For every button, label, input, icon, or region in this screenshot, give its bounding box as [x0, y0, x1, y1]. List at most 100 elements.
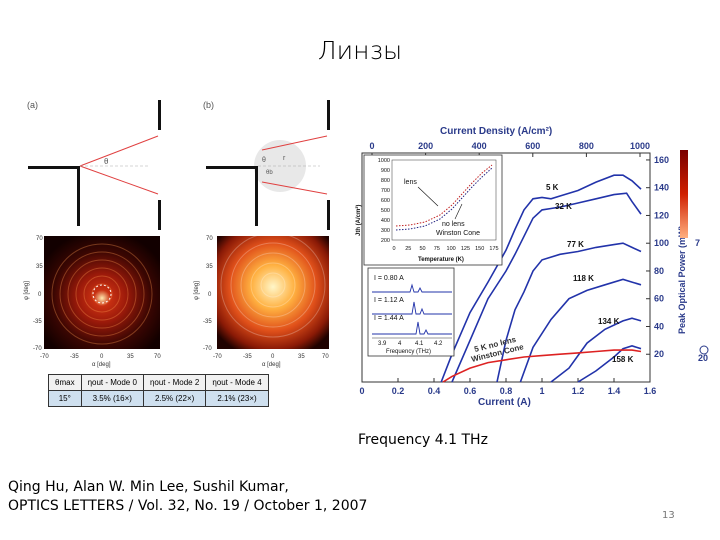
svg-text:α [deg]: α [deg] [262, 362, 281, 368]
svg-text:70: 70 [36, 236, 43, 242]
x-axis-label: Current (A) [478, 397, 531, 408]
svg-text:35: 35 [127, 354, 134, 360]
reference: Qing Hu, Alan W. Min Lee, Sushil Kumar, … [8, 478, 367, 516]
inset-x-tick: 150 [475, 246, 484, 252]
far-field-map-a: 70 35 0 -35 -70 -70 -35 0 35 70 φ [deg] … [24, 236, 161, 368]
color-bar [680, 150, 688, 238]
panel-b-angle-2: θb [266, 170, 273, 176]
panel-b-geometry: (b) θ θb r [203, 100, 330, 230]
series-line [440, 174, 642, 383]
map-a-target-circle [92, 284, 112, 304]
curve-label-134k: 134 K [598, 317, 620, 326]
panel-b-aperture-top [327, 100, 330, 130]
svg-text:0: 0 [271, 354, 275, 360]
inset-x-tick: 75 [434, 246, 440, 252]
x-tick-label: 0.8 [500, 386, 513, 396]
svg-text:0: 0 [100, 354, 104, 360]
x-tick-label: 0 [359, 386, 364, 396]
y-axis-label: Peak Optical Power (mW) [677, 225, 687, 334]
series-line [442, 349, 642, 383]
panel-a-geometry: (a) θ [27, 100, 161, 230]
svg-text:35: 35 [298, 354, 305, 360]
table-cell: 3.5% (16×) [80, 390, 144, 407]
svg-text:4.2: 4.2 [434, 341, 443, 347]
spectrum-trace-2 [372, 321, 452, 335]
panel-a-beam-upper [79, 135, 159, 167]
inset-y-tick: 500 [381, 208, 390, 214]
table-header-cell: ηout - Mode 2 [142, 374, 207, 391]
page-number: 13 [662, 510, 675, 521]
panel-a-ridge [77, 166, 80, 226]
inset-x-tick: 100 [447, 246, 456, 252]
spectrum-label-1: I = 1.12 A [374, 297, 404, 304]
panel-b-radius: r [283, 155, 286, 162]
spectrum-trace-0 [372, 283, 452, 293]
x-tick-label: 1 [539, 386, 544, 396]
top-tick-label: 1000 [630, 141, 650, 151]
svg-text:4.1: 4.1 [415, 341, 424, 347]
map-b-image [217, 236, 329, 349]
top-tick-label: 400 [472, 141, 487, 151]
spectrum-label-0: I = 0.80 A [374, 275, 404, 282]
x-tick-label: 1.6 [644, 386, 657, 396]
svg-text:-35: -35 [33, 319, 42, 325]
table-cell: 2.1% (23×) [205, 390, 269, 407]
x-tick-label: 0.4 [428, 386, 441, 396]
x-tick-label: 0.2 [392, 386, 405, 396]
curve-label-77k: 77 K [567, 240, 584, 249]
svg-text:35: 35 [206, 264, 213, 270]
series-line [451, 192, 642, 383]
edge-circle [699, 345, 709, 355]
y-tick-label: 160 [654, 155, 669, 165]
series-line [519, 278, 642, 383]
edge-label-7: 7 [695, 238, 700, 248]
svg-text:0: 0 [208, 292, 212, 298]
panel-b-label: (b) [203, 100, 214, 110]
inset-x-tick: 0 [392, 246, 395, 252]
inset-label-winston: Winston Cone [436, 230, 480, 237]
panel-b-ridge [255, 166, 258, 226]
figure-caption: Frequency 4.1 THz [358, 432, 488, 448]
table-cell: 15° [48, 390, 82, 407]
inset-y-tick: 700 [381, 188, 390, 194]
svg-text:-70: -70 [33, 346, 42, 352]
inset-spectra: I = 0.80 A I = 1.12 A I = 1.44 A 3.9 4 4… [367, 267, 455, 357]
inset-y-tick: 200 [381, 238, 390, 244]
x-tick-label: 1.2 [572, 386, 585, 396]
svg-text:-35: -35 [70, 354, 79, 360]
series-line [550, 317, 642, 383]
svg-text:35: 35 [36, 264, 43, 270]
curve-label-118k: 118 K [573, 274, 594, 283]
svg-text:-70: -70 [203, 346, 212, 352]
svg-text:-35: -35 [203, 319, 212, 325]
svg-text:-35: -35 [243, 354, 252, 360]
spectra-xlabel: Frequency (THz) [386, 349, 431, 355]
y-axis-ticks: 20 40 60 80 100 120 140 160 [646, 155, 669, 359]
svg-text:3.9: 3.9 [378, 341, 387, 347]
inset-label-lens: lens [404, 179, 417, 186]
curve-label-158k: 158 K [612, 355, 634, 364]
inset-y-tick: 400 [381, 218, 390, 224]
table-header-cell: θmax [48, 374, 82, 391]
table-row: 15° 3.5% (16×) 2.5% (22×) 2.1% (23×) [48, 390, 269, 407]
inset-curve-lens [395, 167, 493, 231]
y-tick-label: 60 [654, 294, 664, 304]
inset-y-tick: 800 [381, 178, 390, 184]
curve-label-32k: 32 K [555, 202, 572, 211]
panel-a-aperture-bottom [158, 200, 161, 230]
inset-curve-no-lens [395, 164, 493, 227]
inset-label-no-lens: no lens [442, 221, 465, 228]
edge-label-20: 20 [698, 353, 708, 363]
series-group [440, 174, 642, 383]
inset-y-tick: 900 [381, 168, 390, 174]
x-tick-label: 0.6 [464, 386, 477, 396]
x-axis-ticks: 0 0.2 0.4 0.6 0.8 1 1.2 1.4 1.6 [359, 378, 656, 396]
svg-text:70: 70 [322, 354, 329, 360]
map-a-image [44, 236, 160, 349]
inset-xlabel: Temperature (K) [418, 257, 464, 263]
series-line [496, 242, 642, 383]
main-chart: Current Density (A/cm²) 0 200 400 600 800 100… [350, 124, 709, 408]
inset-x-tick: 125 [461, 246, 470, 252]
inset-x-tick: 175 [489, 246, 498, 252]
svg-text:4: 4 [398, 341, 402, 347]
